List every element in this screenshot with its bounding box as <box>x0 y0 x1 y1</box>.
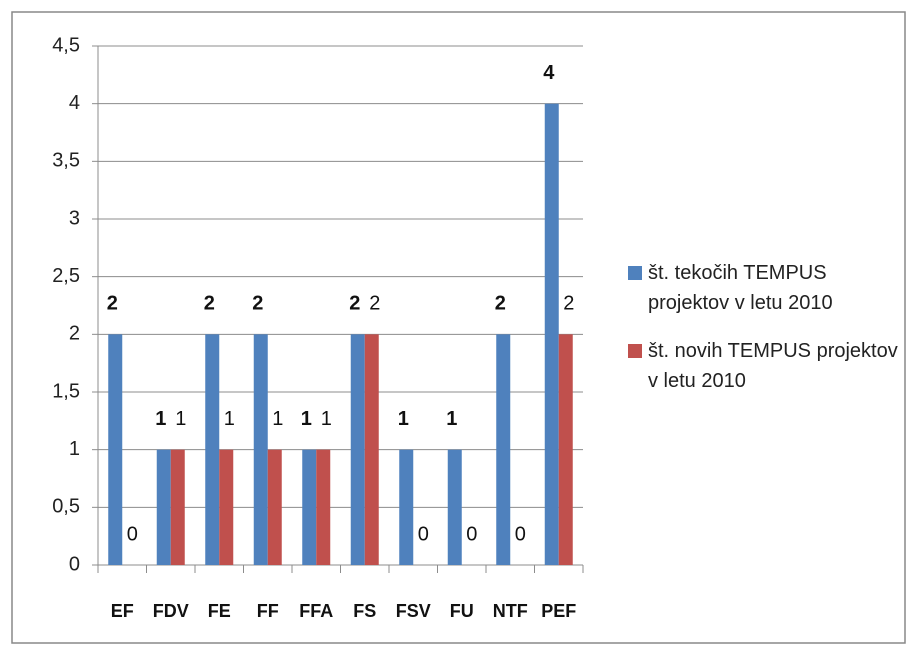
bar <box>170 449 185 565</box>
legend-item: št. tekočih TEMPUS projektov v letu 2010 <box>628 258 898 318</box>
x-tick-label: FF <box>257 601 279 621</box>
data-label: 1 <box>446 408 457 430</box>
x-tick-label: FU <box>450 601 474 621</box>
bar <box>447 449 462 565</box>
data-label: 0 <box>418 523 429 545</box>
data-label: 1 <box>155 408 166 430</box>
legend-swatch <box>628 266 642 280</box>
data-label: 0 <box>127 523 138 545</box>
bar <box>544 103 559 566</box>
data-label: 2 <box>563 293 574 315</box>
data-label: 2 <box>495 293 506 315</box>
y-tick-label: 3,5 <box>52 150 80 172</box>
bar <box>253 334 268 565</box>
bar <box>205 334 220 565</box>
data-label: 2 <box>107 293 118 315</box>
data-label: 1 <box>272 408 283 430</box>
x-tick-label: FE <box>208 601 231 621</box>
y-tick-label: 0,5 <box>52 496 80 518</box>
bar <box>156 449 171 565</box>
y-tick-label: 3 <box>69 207 80 229</box>
data-label: 1 <box>175 408 186 430</box>
x-tick-label: FDV <box>153 601 189 621</box>
y-tick-label: 4,5 <box>52 34 80 56</box>
bar <box>108 334 123 565</box>
y-tick-label: 2 <box>69 323 80 345</box>
data-label: 1 <box>398 408 409 430</box>
bar <box>267 449 282 565</box>
bar <box>364 334 379 565</box>
legend-item: št. novih TEMPUS projektov v letu 2010 <box>628 336 898 396</box>
data-label: 2 <box>252 293 263 315</box>
data-label: 2 <box>204 293 215 315</box>
y-tick-label: 1,5 <box>52 380 80 402</box>
x-tick-label: PEF <box>541 601 576 621</box>
y-tick-label: 0 <box>69 553 80 575</box>
data-label: 2 <box>369 293 380 315</box>
bar <box>496 334 511 565</box>
bar <box>558 334 573 565</box>
y-tick-label: 2,5 <box>52 265 80 287</box>
bar <box>350 334 365 565</box>
bar <box>316 449 331 565</box>
data-label: 1 <box>321 408 332 430</box>
data-label: 1 <box>301 408 312 430</box>
bar <box>302 449 317 565</box>
legend-label: št. tekočih TEMPUS projektov v letu 2010 <box>648 262 833 314</box>
x-tick-label: NTF <box>493 601 528 621</box>
bar <box>219 449 234 565</box>
data-label: 0 <box>466 523 477 545</box>
data-label: 2 <box>349 293 360 315</box>
x-tick-label: FSV <box>396 601 431 621</box>
x-tick-label: FS <box>353 601 376 621</box>
x-tick-label: FFA <box>299 601 333 621</box>
data-label: 0 <box>515 523 526 545</box>
x-tick-label: EF <box>111 601 134 621</box>
data-label: 1 <box>224 408 235 430</box>
legend-label: št. novih TEMPUS projektov v letu 2010 <box>648 340 898 392</box>
y-tick-label: 4 <box>69 92 80 114</box>
data-label: 4 <box>543 62 555 84</box>
bar <box>399 449 414 565</box>
y-tick-label: 1 <box>69 438 80 460</box>
legend-swatch <box>628 344 642 358</box>
